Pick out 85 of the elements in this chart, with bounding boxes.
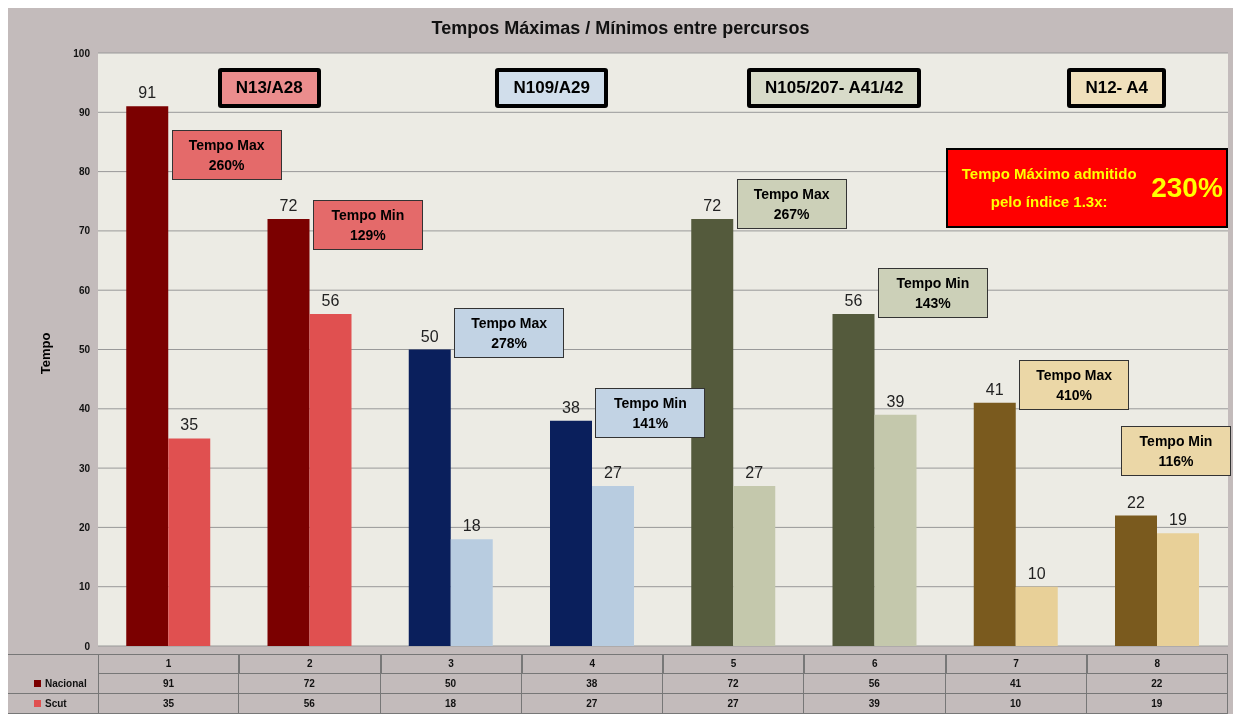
bar	[832, 313, 875, 646]
bar	[550, 420, 592, 646]
legend-label: Nacional	[45, 676, 87, 691]
annotation: Tempo Max 410%	[1036, 367, 1113, 403]
text: 22	[1127, 493, 1145, 511]
data-label: 18	[380, 694, 522, 714]
x-tick-label: 1	[98, 654, 240, 674]
y-tick-label: 70	[78, 225, 91, 237]
bar	[450, 539, 493, 646]
text: 27	[745, 463, 764, 481]
annotation: Tempo Max 267%	[753, 186, 830, 222]
text: 56	[321, 291, 340, 309]
data-label: 56	[239, 694, 381, 714]
data-label: 10	[945, 694, 1087, 714]
annotation: Tempo Max 278%	[471, 315, 548, 351]
bar	[691, 219, 734, 646]
bar	[309, 313, 352, 646]
text: 18	[462, 517, 481, 535]
y-tick-label: 10	[78, 581, 91, 593]
data-label: 27	[663, 694, 805, 714]
bar	[1015, 586, 1058, 646]
bar	[1157, 533, 1199, 646]
bar	[126, 106, 169, 646]
annotation: Tempo Min 116%	[1139, 433, 1213, 469]
x-tick-label: 2	[239, 654, 381, 674]
y-tick-label: 100	[73, 47, 91, 59]
text: 56	[844, 291, 863, 309]
data-label: 41	[945, 674, 1087, 694]
text: 19	[1169, 511, 1187, 529]
text: 39	[886, 392, 905, 410]
x-tick-label: 8	[1086, 654, 1228, 674]
annotation: Tempo Max 260%	[188, 137, 265, 173]
text: 72	[703, 197, 722, 215]
x-tick-label: 7	[945, 654, 1087, 674]
x-tick-label: 3	[380, 654, 522, 674]
data-label: 72	[239, 674, 381, 694]
legend-label: Scut	[45, 696, 67, 711]
y-tick-label: 90	[78, 106, 91, 118]
annotation: Tempo Min 129%	[331, 207, 405, 243]
y-tick-label: 80	[78, 166, 91, 178]
bar	[733, 485, 776, 646]
text: 38	[562, 398, 580, 416]
data-label: 35	[98, 694, 240, 714]
bar	[1115, 515, 1157, 646]
data-label: 50	[380, 674, 522, 694]
x-tick-label: 5	[663, 654, 805, 674]
annotation: 230%	[1151, 172, 1223, 204]
bar	[592, 485, 634, 646]
annotation: N109/A29	[513, 78, 591, 97]
annotation: Tempo Min 141%	[613, 395, 687, 431]
annotation: Tempo Máximo admitido pelo índice 1.3x:	[960, 164, 1138, 212]
data-label: 27	[521, 694, 663, 714]
bar	[168, 438, 211, 646]
annotation: N13/A28	[235, 78, 303, 97]
x-tick-label: 4	[521, 654, 663, 674]
text: 27	[604, 463, 622, 481]
data-label: 38	[521, 674, 663, 694]
data-label: 56	[804, 674, 946, 694]
text: 10	[1027, 564, 1046, 582]
text: 72	[279, 197, 298, 215]
text: 50	[420, 327, 439, 345]
bar	[408, 349, 451, 646]
y-tick-label: 50	[78, 344, 91, 356]
data-label: 91	[98, 674, 240, 694]
bar	[267, 219, 310, 646]
y-tick-label: 60	[78, 284, 91, 296]
y-tick-label: 20	[78, 521, 91, 533]
text: 35	[180, 416, 199, 434]
y-tick-label: 30	[78, 462, 91, 474]
y-axis-title: Tempo	[38, 332, 54, 375]
data-label: 39	[804, 694, 946, 714]
data-label: 72	[663, 674, 805, 694]
data-label: 19	[1086, 694, 1228, 714]
y-tick-label: 40	[78, 403, 91, 415]
bar	[973, 402, 1016, 646]
x-tick-label: 6	[804, 654, 946, 674]
annotation: N12- A4	[1085, 78, 1149, 97]
data-label: 22	[1086, 674, 1228, 694]
y-tick-label: 0	[84, 640, 91, 652]
text: 91	[138, 84, 157, 102]
chart-title: Tempos Máximas / Mínimos entre percursos	[430, 18, 811, 39]
text: 41	[985, 380, 1004, 398]
annotation: N105/207- A41/42	[765, 78, 904, 97]
bar	[874, 414, 917, 646]
annotation: Tempo Min 143%	[896, 275, 970, 311]
